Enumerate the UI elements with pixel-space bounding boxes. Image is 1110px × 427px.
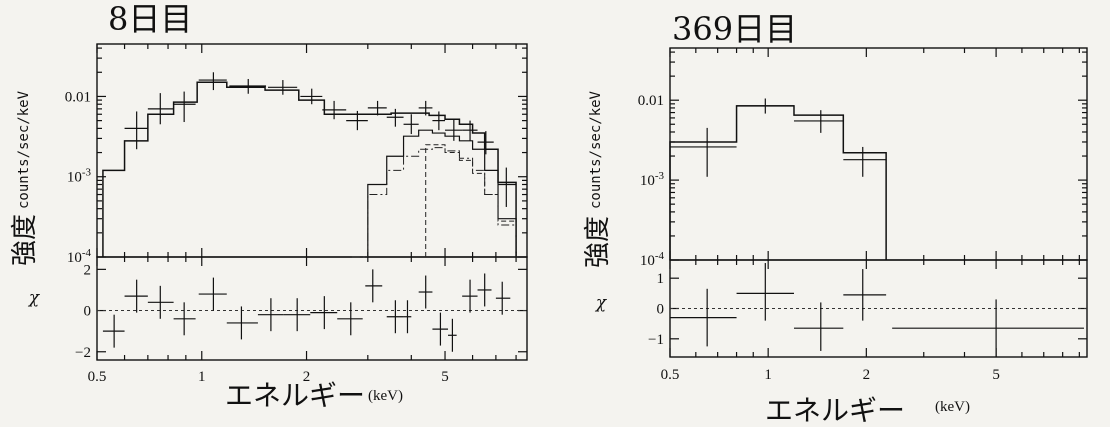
y-axis-label-jp: 強度 — [10, 214, 40, 266]
x-tick-label: 1 — [764, 367, 772, 383]
resid-y-tick-label: −2 — [75, 345, 91, 361]
x-axis-unit: (keV) — [368, 388, 403, 404]
y-tick-label: 10-3 — [640, 170, 665, 189]
spectrum-frame — [669, 47, 1088, 261]
resid-axis-label: χ — [28, 288, 41, 308]
chart-panel-2: 369日目 0.01 10-3 10-4 0.5 1 2 5 1 0 −1 counts/sec/ke… — [583, 10, 1088, 427]
residual-frame — [96, 256, 528, 361]
x-axis-unit: (keV) — [935, 399, 970, 415]
y-tick-label: 10-4 — [640, 250, 665, 269]
x-tick-label: 5 — [441, 369, 449, 385]
y-tick-label: 0.01 — [638, 93, 664, 109]
x-axis-label: エネルギー — [765, 394, 905, 427]
model-dashed-line — [425, 144, 517, 257]
y-axis-label: counts/sec/keV — [16, 90, 32, 209]
y-tick-label: 0.01 — [65, 89, 91, 105]
resid-y-tick-label: −1 — [648, 332, 664, 348]
y-tick-label: 10-3 — [67, 167, 92, 186]
x-tick-label: 2 — [303, 369, 311, 385]
x-tick-label: 0.5 — [661, 367, 680, 383]
y-axis-label-jp: 強度 — [583, 216, 613, 268]
resid-y-tick-label: 0 — [657, 302, 665, 318]
x-axis-label: エネルギー — [225, 379, 365, 412]
x-tick-label: 5 — [992, 367, 1000, 383]
model-total-line — [669, 105, 887, 260]
resid-axis-label: χ — [595, 293, 608, 313]
y-axis-label: counts/sec/keV — [588, 90, 604, 209]
y-tick-label: 10-4 — [67, 247, 92, 266]
resid-y-tick-label: 2 — [84, 262, 92, 278]
chart-panel-1: 8日目 0.01 10-3 10-4 0.5 1 2 5 2 0 −2 counts/sec/keV 強… — [10, 0, 528, 412]
x-tick-label: 2 — [863, 367, 871, 383]
chart-title: 8日目 — [108, 0, 192, 38]
resid-y-tick-label: 1 — [657, 271, 665, 287]
resid-y-tick-label: 0 — [84, 304, 92, 320]
model-hard-line — [367, 129, 517, 257]
model-total-line — [102, 81, 517, 257]
x-tick-label: 1 — [198, 369, 206, 385]
spectrum-frame — [96, 43, 528, 258]
chart-title: 369日目 — [672, 10, 797, 48]
model-dashdot-line — [351, 147, 517, 258]
x-tick-label: 0.5 — [88, 369, 107, 385]
